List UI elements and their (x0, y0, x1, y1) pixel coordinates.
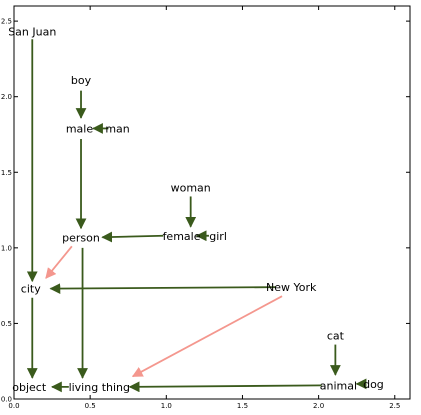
word-label-female: female (163, 230, 201, 243)
arrow-new-york-to-city (49, 283, 276, 294)
word-label-city: city (21, 283, 41, 296)
word-labels-layer: San Juan boy male man woman person female girl c… (8, 26, 384, 394)
arrow-new-york-to-living-thing (131, 295, 283, 378)
arrow-female-to-person (101, 231, 164, 243)
x-tick-label: 1.5 (237, 402, 248, 410)
word-label-animal: animal (320, 379, 357, 392)
word-label-boy: boy (71, 74, 92, 87)
x-tick-label: 1.0 (161, 402, 172, 410)
arrow-person-to-city (45, 245, 73, 279)
x-tick-label: 0.5 (85, 402, 96, 410)
y-tick-label: 1.5 (1, 169, 12, 177)
plot-area (13, 5, 411, 400)
word-label-san-juan: San Juan (8, 26, 56, 39)
y-tick-label: 1.0 (1, 244, 12, 252)
x-tick-label: 2.0 (313, 402, 324, 410)
word-label-male: male (66, 122, 94, 135)
word-label-cat: cat (327, 330, 345, 343)
y-tick-label: 0.0 (1, 396, 12, 404)
word-label-girl: girl (209, 230, 227, 243)
word-label-person: person (62, 231, 100, 244)
y-tick-label: 2.5 (1, 18, 12, 26)
word-label-man: man (105, 122, 129, 135)
word-label-object: object (12, 381, 47, 394)
y-tick-label: 2.0 (1, 93, 12, 101)
word-label-dog: dog (363, 378, 384, 391)
x-tick-label: 0.0 (8, 402, 19, 410)
word-label-living-thing: living thing (69, 381, 130, 394)
arrows-layer (26, 39, 367, 393)
word-label-new-york: New York (266, 281, 317, 294)
axis-ticks: 0.0 0.5 1.0 1.5 2.0 2.5 0.0 0.5 1.0 1.5 2.0 2.5 (1, 6, 410, 410)
x-tick-label: 2.5 (389, 402, 400, 410)
arrow-animal-to-living-thing (128, 381, 322, 393)
y-tick-label: 0.5 (1, 320, 12, 328)
word-label-woman: woman (171, 181, 211, 194)
